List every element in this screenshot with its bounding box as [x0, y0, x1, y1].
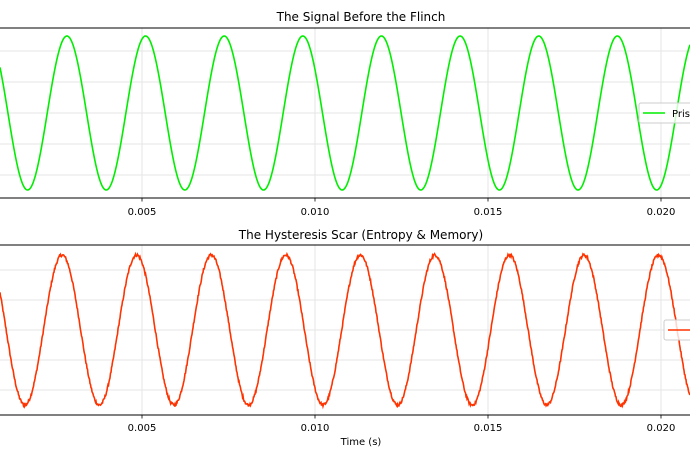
top-x-ticks: 0.005 0.010 0.015 0.020 [128, 198, 676, 218]
top-legend: Pris [638, 102, 690, 124]
bottom-axes: 0.005 0.010 0.015 0.020 The Hysteresis Scar… [0, 228, 690, 448]
x-tick-label: 0.020 [647, 207, 676, 218]
x-tick-label: 0.015 [474, 207, 503, 218]
bottom-x-ticks: 0.005 0.010 0.015 0.020 [128, 415, 676, 434]
x-tick-label: 0.005 [128, 423, 157, 434]
x-tick-label: 0.005 [128, 207, 157, 218]
bottom-chart-title: The Hysteresis Scar (Entropy & Memory) [238, 228, 483, 242]
top-axes: 0.005 0.010 0.015 0.020 The Signal Before t… [0, 10, 690, 218]
bottom-signal-line [0, 251, 690, 410]
x-tick-label: 0.015 [474, 423, 503, 434]
x-tick-label: 0.010 [301, 207, 330, 218]
x-tick-label: 0.020 [647, 423, 676, 434]
bottom-grid [0, 245, 690, 415]
top-chart-title: The Signal Before the Flinch [276, 10, 446, 24]
top-signal-line [0, 35, 690, 191]
bottom-legend [663, 319, 690, 341]
top-legend-label: Pris [672, 109, 690, 120]
x-tick-label: 0.010 [301, 423, 330, 434]
x-axis-label: Time (s) [340, 437, 382, 448]
